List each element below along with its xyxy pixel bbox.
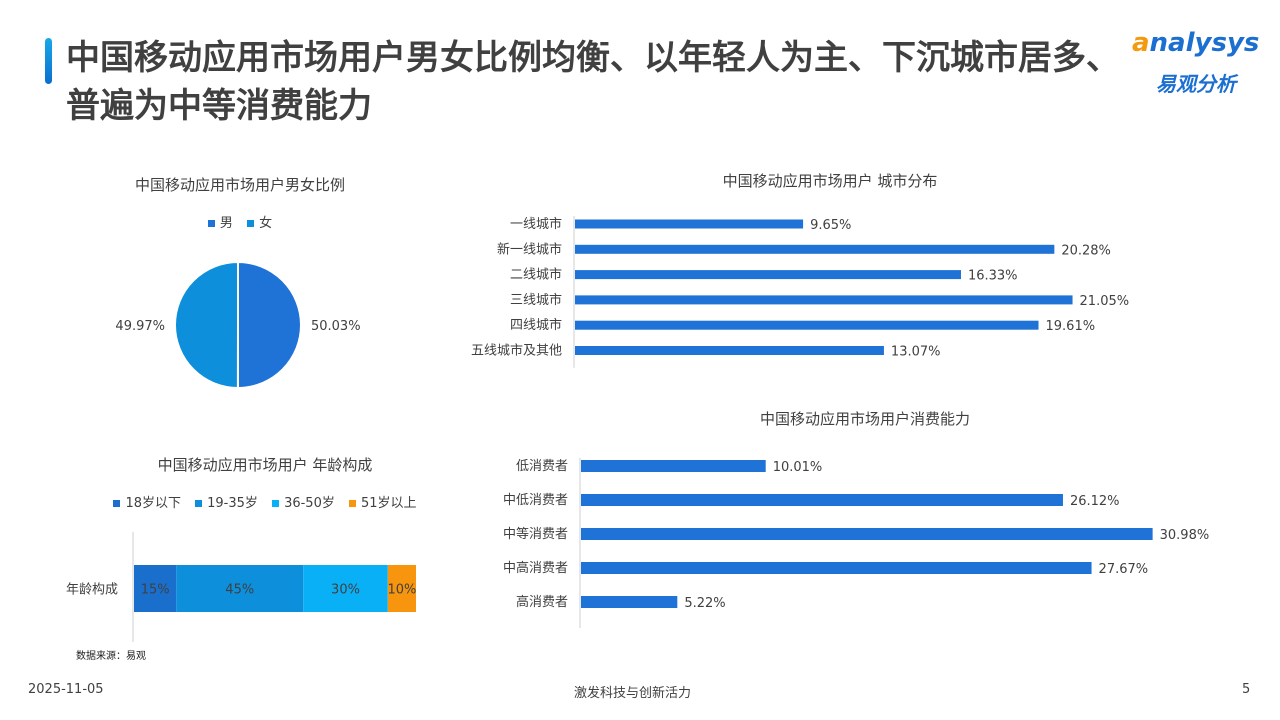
age-stacked-chart: 中国移动应用市场用户 年龄构成 18岁以下 19-35岁 36-50岁 51岁以… (50, 450, 480, 650)
bar-data-label: 20.28% (1061, 243, 1111, 258)
segment-data-label: 15% (141, 583, 170, 598)
gender-pie-svg: 50.03% 49.97% (115, 260, 361, 390)
category-label: 五线城市及其他 (471, 343, 562, 359)
pie-data-label: 50.03% (311, 319, 361, 334)
bar-data-label: 9.65% (810, 218, 851, 233)
city-bar-svg: 一线城市 9.65% 新一线城市 20.28% 二线城市 16.33% 三线城市 21.05%… (471, 216, 1130, 368)
pie-data-label: 49.97% (115, 319, 165, 334)
bar (575, 320, 1039, 330)
bar (575, 244, 1055, 254)
category-label: 中低消费者 (503, 493, 568, 508)
bar-data-label: 21.05% (1080, 294, 1130, 309)
consumption-bar-chart: 中国移动应用市场用户消费能力 低消费者 10.01% 中低消费者 26.12% 中等消费… (470, 400, 1250, 630)
footer-date: 2025-11-05 (28, 682, 104, 697)
category-label: 年龄构成 (66, 583, 118, 598)
segment-data-label: 10% (387, 583, 416, 598)
stacked-segment (387, 565, 416, 612)
category-label: 四线城市 (510, 317, 562, 333)
legend-swatch-36-50 (272, 500, 280, 507)
stacked-segment (303, 565, 388, 612)
page-title: 中国移动应用市场用户男女比例均衡、以年轻人为主、下沉城市居多、普遍为中等消费能力 (66, 38, 1120, 126)
footer-slogan: 激发科技与创新活力 (574, 686, 692, 701)
gender-chart-title: 中国移动应用市场用户男女比例 (134, 176, 345, 194)
category-label: 低消费者 (516, 459, 568, 474)
data-source: 数据来源：易观 (76, 651, 146, 662)
legend-item-under-18: 18岁以下 (113, 492, 181, 511)
bar-data-label: 10.01% (773, 460, 823, 475)
segment-data-label: 30% (331, 583, 360, 598)
bar-data-label: 13.07% (891, 345, 941, 360)
legend-item-19-35: 19-35岁 (195, 492, 258, 511)
bar (581, 460, 766, 472)
age-stacked-svg: 年龄构成 15% 45% 30% 10% (66, 532, 416, 642)
legend-item-female: 女 (247, 212, 272, 231)
analysys-logo: analysys 易观分析 (1132, 28, 1262, 98)
city-chart-title: 中国移动应用市场用户 城市分布 (722, 172, 938, 190)
page-number: 5 (1242, 682, 1251, 697)
city-bar-chart: 中国移动应用市场用户 城市分布 一线城市 9.65% 新一线城市 20.28% 二线城市… (455, 166, 1215, 376)
legend-item-male: 男 (207, 212, 233, 231)
consumption-bar-svg: 低消费者 10.01% 中低消费者 26.12% 中等消费者 30.98% 中高消费者 27.… (503, 458, 1210, 628)
stacked-segment (176, 565, 304, 612)
category-label: 中高消费者 (503, 560, 568, 576)
category-label: 二线城市 (510, 267, 562, 283)
bar-data-label: 27.67% (1099, 562, 1149, 577)
legend-item-51-plus: 51岁以上 (348, 492, 417, 511)
age-chart-title: 中国移动应用市场用户 年龄构成 (157, 456, 373, 474)
legend-swatch-51-plus (348, 500, 356, 507)
legend-swatch-male (207, 220, 215, 227)
stacked-segment (134, 565, 177, 612)
legend-swatch-under-18 (113, 500, 121, 507)
bar (575, 346, 884, 355)
pie-slice-male (236, 260, 302, 390)
legend-item-36-50: 36-50岁 (272, 492, 335, 511)
bar-data-label: 16.33% (968, 269, 1018, 284)
bar (581, 494, 1063, 506)
bar-data-label: 5.22% (684, 596, 725, 611)
gender-pie-chart: 中国移动应用市场用户男女比例 男 女 50.03% 49.97% (90, 170, 390, 400)
category-label: 中等消费者 (503, 526, 568, 542)
category-label: 三线城市 (510, 292, 562, 308)
bar-data-label: 26.12% (1070, 494, 1120, 509)
age-legend: 18岁以下 19-35岁 36-50岁 51岁以上 (50, 492, 480, 511)
bar (581, 596, 678, 608)
bar-data-label: 19.61% (1046, 319, 1096, 334)
bar-data-label: 30.98% (1160, 528, 1210, 543)
bar (575, 295, 1073, 305)
bar (581, 562, 1092, 574)
bar (581, 528, 1153, 540)
bar (575, 219, 804, 229)
title-accent-bar (45, 38, 52, 84)
gender-legend: 男 女 (90, 212, 390, 231)
logo-subtitle: 易观分析 (1156, 72, 1236, 96)
category-label: 高消费者 (516, 594, 568, 610)
pie-slice-female (173, 260, 239, 390)
logo-wordmark: analysys (1132, 28, 1260, 58)
consumption-chart-title: 中国移动应用市场用户消费能力 (759, 410, 970, 428)
legend-swatch-female (247, 220, 255, 227)
bar (575, 270, 961, 280)
segment-data-label: 45% (225, 583, 254, 598)
category-label: 新一线城市 (497, 241, 562, 257)
legend-swatch-19-35 (195, 500, 203, 507)
category-label: 一线城市 (510, 216, 562, 232)
